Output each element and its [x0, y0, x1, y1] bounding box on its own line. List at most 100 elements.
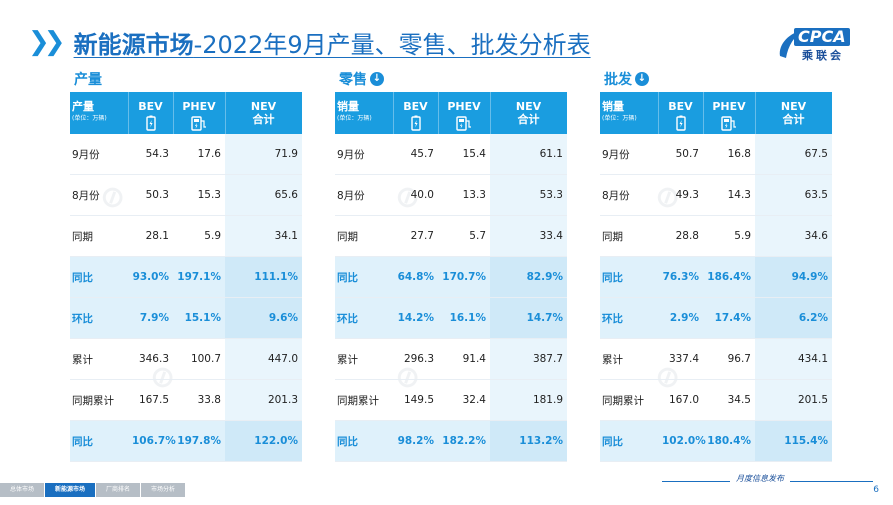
- nev-value: 33.4: [490, 215, 567, 257]
- bev-value: 7.9%: [128, 297, 173, 339]
- table-row: 8月份 49.3 14.3 63.5: [600, 174, 832, 216]
- phev-value: 182.2%: [438, 420, 490, 462]
- data-table: 销量 (单位：万辆) BEV PHEV NEV 合计 9月份 45.7 15.4 61.1 8月份 4…: [335, 92, 568, 462]
- table-row: 8月份 50.3 15.3 65.6: [70, 174, 302, 216]
- nev-value: 201.5: [755, 379, 832, 421]
- bev-value: 102.0%: [658, 420, 706, 462]
- nev-value: 115.4%: [755, 420, 832, 462]
- cpca-logo: CPCA 乘联会: [776, 26, 871, 62]
- header-unit: (单位：万辆): [337, 115, 372, 122]
- table-row: 同期累计 149.5 32.4 181.9: [335, 379, 567, 421]
- phev-value: 170.7%: [438, 256, 490, 298]
- bev-value: 49.3: [658, 174, 703, 216]
- footer: 总体市场 新能源市场 厂商排名 市场分析 月度信息发布 6: [0, 473, 893, 505]
- header-phev-label: PHEV: [447, 100, 481, 113]
- header-bev-label: BEV: [668, 100, 693, 113]
- section-title-text: 产量: [74, 72, 102, 88]
- nev-value: 53.3: [490, 174, 567, 216]
- arrow-down-circle-icon: ↓: [370, 72, 384, 86]
- header-phev: PHEV: [438, 92, 491, 134]
- battery-icon: [410, 115, 421, 131]
- phev-value: 32.4: [438, 379, 490, 421]
- page-number: 6: [873, 485, 879, 495]
- header-bev: BEV: [393, 92, 439, 134]
- table-row: 同比 76.3% 186.4% 94.9%: [600, 256, 832, 298]
- nev-value: 65.6: [225, 174, 302, 216]
- phev-value: 16.1%: [438, 297, 490, 339]
- bev-value: 28.1: [128, 215, 173, 257]
- battery-icon: [675, 115, 686, 131]
- bev-value: 27.7: [393, 215, 438, 257]
- bev-value: 93.0%: [128, 256, 173, 298]
- header-metric-label: 产量: [72, 100, 94, 113]
- phev-value: 15.3: [173, 174, 225, 216]
- battery-icon: [145, 115, 156, 131]
- bev-value: 76.3%: [658, 256, 703, 298]
- row-label: 同比: [335, 420, 393, 462]
- header-metric: 产量 (单位：万辆): [70, 92, 129, 134]
- section-title-text: 批发: [604, 72, 632, 88]
- data-table: 销量 (单位：万辆) BEV PHEV NEV 合计 9月份 50.7 16.8 67.5 8月份 4…: [600, 92, 833, 462]
- bev-value: 167.0: [658, 379, 703, 421]
- footer-nav-item[interactable]: 新能源市场: [45, 483, 96, 497]
- bev-value: 2.9%: [658, 297, 703, 339]
- section-title: 批发 ↓: [600, 68, 832, 90]
- section-0: 产量 产量 (单位：万辆) BEV PHEV NEV 合计 9月份 54.3 17.6 71.9 8月…: [70, 68, 303, 462]
- nev-value: 67.5: [755, 134, 832, 175]
- table-row: 环比 2.9% 17.4% 6.2%: [600, 297, 832, 339]
- bev-value: 167.5: [128, 379, 173, 421]
- phev-value: 34.5: [703, 379, 755, 421]
- table-row: 同比 93.0% 197.1% 111.1%: [70, 256, 302, 298]
- table-row: 累计 337.4 96.7 434.1: [600, 338, 832, 380]
- phev-value: 5.9: [703, 215, 755, 257]
- header-nev: NEV 合计: [490, 92, 568, 134]
- bev-value: 14.2%: [393, 297, 438, 339]
- row-label: 同期: [335, 215, 393, 257]
- nev-value: 14.7%: [490, 297, 567, 339]
- nev-value: 9.6%: [225, 297, 302, 339]
- table-row: 同比 102.0% 180.4% 115.4%: [600, 420, 832, 462]
- phev-value: 15.1%: [173, 297, 225, 339]
- nev-value: 63.5: [755, 174, 832, 216]
- row-label: 9月份: [600, 134, 658, 175]
- phev-value: 15.4: [438, 134, 490, 175]
- table-row: 累计 296.3 91.4 387.7: [335, 338, 567, 380]
- logo-subtext: 乘联会: [802, 49, 844, 62]
- nev-value: 387.7: [490, 338, 567, 380]
- header-nev-label: NEV: [780, 100, 807, 113]
- header-nev-label: NEV: [515, 100, 542, 113]
- bev-value: 106.7%: [128, 420, 176, 462]
- row-label: 9月份: [70, 134, 128, 175]
- phev-value: 197.1%: [173, 256, 225, 298]
- row-label: 同比: [600, 256, 658, 298]
- nev-value: 111.1%: [225, 256, 302, 298]
- row-label: 同比: [70, 420, 128, 462]
- nev-value: 34.1: [225, 215, 302, 257]
- table-row: 同比 64.8% 170.7% 82.9%: [335, 256, 567, 298]
- header-bev-label: BEV: [138, 100, 163, 113]
- bev-value: 337.4: [658, 338, 703, 380]
- phev-value: 96.7: [703, 338, 755, 380]
- footer-nav-item[interactable]: 市场分析: [141, 483, 186, 497]
- bev-value: 40.0: [393, 174, 438, 216]
- hybrid-fuel-icon: [191, 116, 206, 131]
- bev-value: 28.8: [658, 215, 703, 257]
- header-bev-label: BEV: [403, 100, 428, 113]
- row-label: 8月份: [335, 174, 393, 216]
- nev-value: 61.1: [490, 134, 567, 175]
- double-chevron-icon: ❯❯: [28, 27, 65, 57]
- nev-value: 122.0%: [225, 420, 302, 462]
- nev-value: 113.2%: [490, 420, 567, 462]
- header-nev: NEV 合计: [225, 92, 303, 134]
- footer-nav-item[interactable]: 厂商排名: [96, 483, 141, 497]
- nev-value: 94.9%: [755, 256, 832, 298]
- nev-value: 447.0: [225, 338, 302, 380]
- table-row: 累计 346.3 100.7 447.0: [70, 338, 302, 380]
- phev-value: 14.3: [703, 174, 755, 216]
- header-phev: PHEV: [173, 92, 226, 134]
- header-nev: NEV 合计: [755, 92, 833, 134]
- section-1: 零售 ↓ 销量 (单位：万辆) BEV PHEV NEV 合计 9月份 45.7 15.4 61.1 8…: [335, 68, 568, 462]
- header-phev-label: PHEV: [712, 100, 746, 113]
- table-row: 环比 7.9% 15.1% 9.6%: [70, 297, 302, 339]
- footer-nav-item[interactable]: 总体市场: [0, 483, 45, 497]
